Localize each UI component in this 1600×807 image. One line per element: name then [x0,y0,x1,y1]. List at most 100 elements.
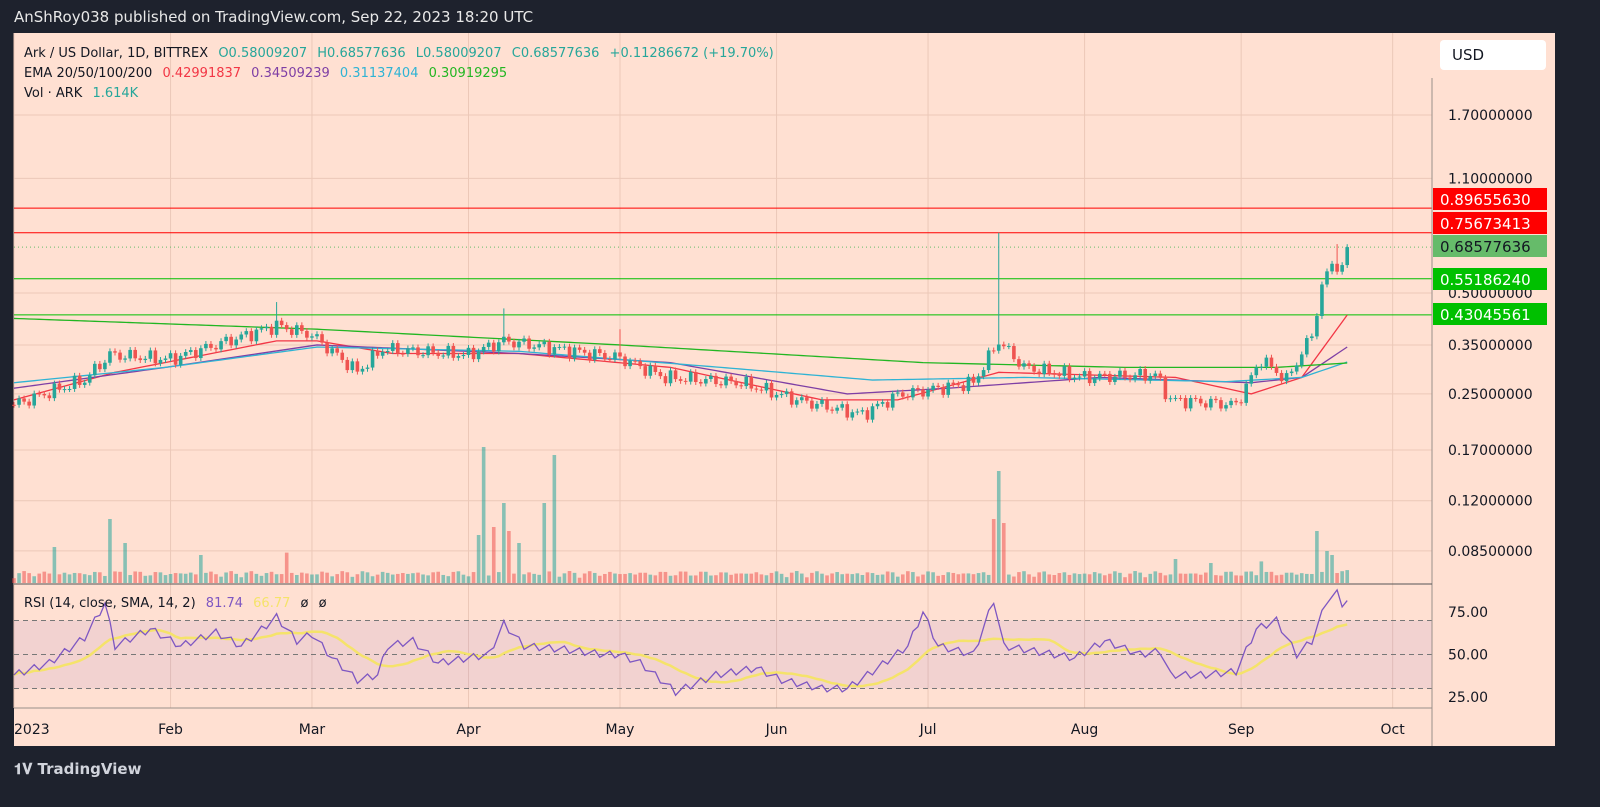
volume-bars [12,447,1349,583]
candle-body [724,376,728,386]
volume-bar [1198,574,1203,583]
candle-body [512,341,516,348]
volume-bar [502,503,506,583]
volume-bar [805,577,809,583]
candle-body [810,400,814,409]
price-tick-label: 0.17000000 [1448,443,1533,459]
volume-bar [1153,571,1158,583]
candle-body [481,346,486,352]
time-tick-label: Mar [299,722,326,738]
volume-bar [885,571,890,583]
volume-bar [52,547,57,583]
candle-body [1335,263,1339,272]
candle-body [1012,346,1016,360]
price-level-badge [1433,268,1547,290]
candle-body [461,354,466,357]
volume-bar [1138,572,1142,583]
candle-body [941,386,945,395]
volume-bar [688,575,693,583]
candle-body [986,350,991,371]
price-level-label: 0.75673413 [1440,215,1531,233]
tradingview-logo[interactable]: 𝟏𝐕 TradingView [14,760,141,778]
candle-body [340,352,345,360]
candle-body [1153,373,1158,377]
price-level-label: 0.68577636 [1440,238,1531,256]
volume-bar [1234,575,1238,583]
candle-body [1092,378,1097,384]
volume-bar [310,574,314,583]
volume-bar [224,572,228,583]
volume-bar [537,574,541,583]
candle-body [1118,370,1122,377]
ema100-value: 0.31137404 [339,66,419,81]
volume-bar [507,531,511,583]
currency-button[interactable]: USD [1440,40,1546,70]
candle-body [244,331,249,335]
volume-bar [194,574,198,583]
time-tick-label: May [606,722,635,738]
candle-body [385,350,390,352]
candle-body [1289,371,1294,374]
candle-body [194,350,198,359]
candle-body [683,380,688,382]
volume-bar [986,574,991,583]
volume-bar [269,571,274,583]
volume-bar [1249,571,1254,583]
publisher-caption: AnShRoy038 published on TradingView.com,… [14,8,534,26]
candle-body [406,348,410,354]
candle-body [789,391,794,405]
candle-body [598,349,602,353]
volume-bar [93,571,97,583]
volume-bar [1022,571,1026,583]
candle-body [870,406,875,420]
price-level-badge [1433,303,1547,325]
volume-bar [345,572,350,583]
candle-body [936,385,940,387]
volume-bar [1108,573,1112,583]
volume-bar [1067,574,1072,583]
candle-body [1113,376,1117,382]
candle-body [1259,366,1264,368]
volume-bar [810,572,814,583]
candle-body [976,376,981,383]
candle-body [310,336,314,338]
volume-bar [421,574,425,583]
volume-bar [608,571,612,583]
volume-bar [714,575,718,583]
candle-body [1007,346,1011,348]
change-value: +0.11286672 (+19.70%) [609,46,774,61]
volume-bar [1148,573,1153,583]
volume-bar [289,572,294,583]
price-tick-label: 1.10000000 [1448,171,1533,187]
volume-bar [941,575,945,583]
candle-body [47,395,52,399]
volume-bar [163,575,168,583]
volume-bar [769,572,774,583]
volume-bar [916,576,920,583]
candle-body [709,375,713,379]
time-tick-label: Jul [919,722,937,738]
volume-bar [709,575,713,583]
volume-bar [1037,572,1041,583]
price-tick-label: 0.12000000 [1448,494,1533,510]
candle-body [113,351,117,353]
volume-bar [1315,531,1319,583]
candle-body [138,358,143,361]
volume-bar [527,572,531,583]
volume-label: Vol · ARK [24,86,83,101]
candle-body [618,352,622,357]
volume-bar [699,571,703,583]
volume-bar [456,571,461,583]
candle-body [906,396,910,398]
volume-bar [1133,571,1137,583]
candle-body [693,372,698,383]
candle-body [779,394,784,396]
rsi-placeholder-2: ø [318,596,327,611]
volume-bar [946,572,951,583]
volume-bar [491,527,496,583]
candle-body [82,382,87,385]
close-value: C0.68577636 [511,46,600,61]
volume-bar [22,571,26,583]
volume-bar [229,571,233,583]
